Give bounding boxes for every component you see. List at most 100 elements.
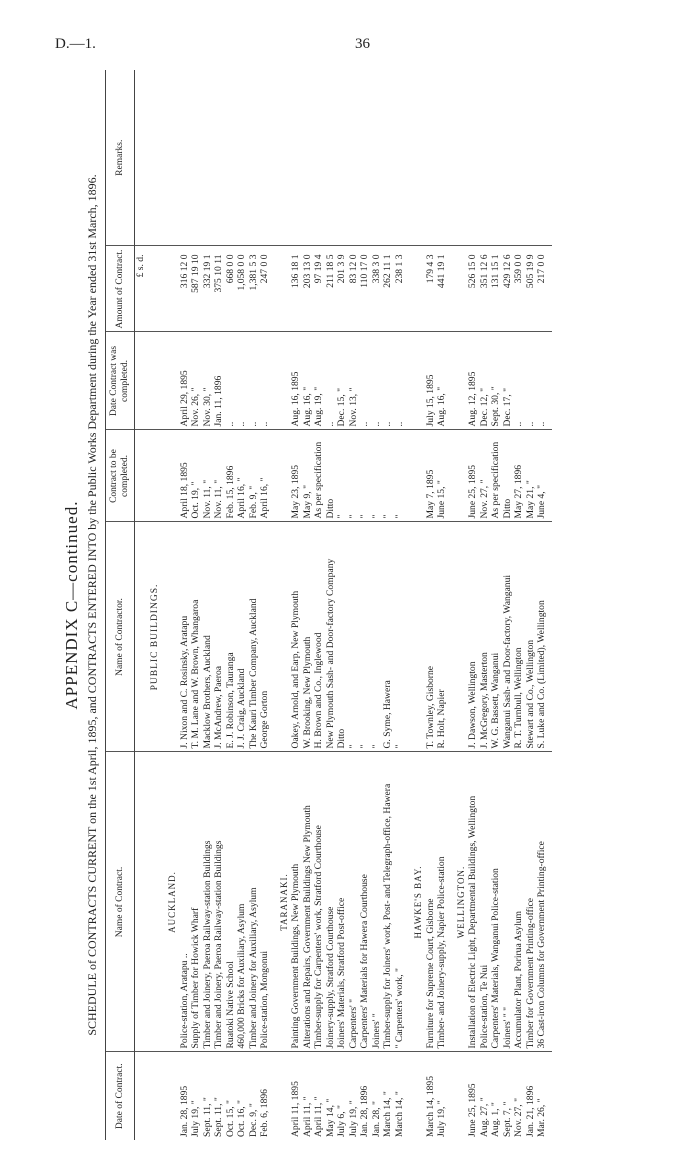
contract-cell: Supply of Timber for Howick Wharf xyxy=(190,752,202,1052)
rotated-content: APPENDIX C—continued. SCHEDULE of CONTRA… xyxy=(62,70,677,1140)
date-cell: Aug. 27, " xyxy=(478,1097,490,1137)
due-cell: April 16, " xyxy=(236,430,248,522)
due-cell: May 23, 1895 xyxy=(290,430,302,522)
contract-cell: 460,000 Bricks for Auxiliary, Asylum xyxy=(236,752,248,1052)
contractor-cell: G. Syme, Hawera xyxy=(382,522,394,752)
contract-cell: Timber for Government Printing-office xyxy=(524,752,536,1052)
contract-cell: Police-station, Mongonui xyxy=(259,752,275,1052)
group-row: WELLINGTON. xyxy=(451,70,467,1140)
amount-cell: 1,058 0 0 xyxy=(236,246,248,332)
contractor-cell: " xyxy=(359,522,371,752)
contractor-cell: " xyxy=(370,522,382,752)
cell xyxy=(324,70,336,246)
cell xyxy=(178,70,190,246)
cell xyxy=(274,332,290,430)
date-cell: Dec. 9, " xyxy=(247,1103,259,1137)
amount-cell: 217 0 0 xyxy=(536,246,552,332)
completed-cell: .. xyxy=(524,332,536,430)
completed-cell: .. xyxy=(359,332,371,430)
contractor-cell: J. J. Craig, Auckland xyxy=(236,522,248,752)
cell xyxy=(274,430,290,522)
group-title: TARANAKI. xyxy=(274,752,290,1052)
amount-cell: 97 19 4 xyxy=(313,246,325,332)
due-cell: April 18, 1895 xyxy=(178,430,190,522)
table-row: Dec. 9, " Timber and Joinery for Auxiliar… xyxy=(247,70,259,1140)
cell xyxy=(359,70,371,246)
cell xyxy=(436,70,452,246)
date-cell: May 14, " xyxy=(324,1098,336,1137)
table-row: Jan. 28, " Joiners' " " ".. 338 3 0 xyxy=(370,70,382,1140)
table-row: July 19, " Supply of Timber for Howick Wh… xyxy=(190,70,202,1140)
cell xyxy=(146,752,163,1052)
contract-cell: Joiners' Materials, Stratford Post-offic… xyxy=(336,752,348,1052)
completed-cell: April 29, 1895 xyxy=(178,332,190,430)
cell xyxy=(275,1052,291,1140)
amount-cell: 247 0 0 xyxy=(259,246,275,332)
completed-cell: .. xyxy=(324,332,336,430)
cell xyxy=(224,70,236,246)
due-cell: Ditto xyxy=(501,430,513,522)
date-cell: Sept. 11, " xyxy=(213,1097,224,1137)
cell xyxy=(313,70,325,246)
due-cell: " xyxy=(336,430,348,522)
completed-cell: Aug. 16, 1895 xyxy=(290,332,302,430)
amount-cell: 359 0 0 xyxy=(513,246,525,332)
cell xyxy=(134,70,147,246)
contractor-cell: T. M. Lane and W. Brown, Whangaroa xyxy=(190,522,202,752)
amount-cell: 668 0 0 xyxy=(224,246,236,332)
completed-cell: July 15, 1895 xyxy=(424,332,436,430)
contractor-cell: Ditto xyxy=(336,522,348,752)
cell xyxy=(163,70,179,246)
amount-cell: 201 3 9 xyxy=(336,246,348,332)
contract-cell: Timber-supply for Carpenters' work, Stra… xyxy=(313,752,325,1052)
amount-units: £ s. d. xyxy=(134,246,147,332)
cell xyxy=(163,246,179,332)
cell xyxy=(163,522,179,752)
date-cell: March 14, 1895 xyxy=(424,1075,436,1137)
amount-cell: 587 19 10 xyxy=(190,246,202,332)
table-row: Oct. 15, " Ruatoki Native School E. J. Rob… xyxy=(224,70,236,1140)
amount-cell: 83 12 0 xyxy=(347,246,359,332)
completed-cell: Dec. 15, " xyxy=(336,332,348,430)
completed-cell: Nov. 13, " xyxy=(347,332,359,430)
column-header: Name of Contract. xyxy=(105,752,135,1052)
column-header: Amount of Contract. xyxy=(105,246,135,332)
table-row: March 14, " " Carpenters' work, " " ".. 238 … xyxy=(393,70,409,1140)
completed-cell: .. xyxy=(247,332,259,430)
column-header: Date of Contract. xyxy=(105,1052,135,1140)
column-header: Remarks. xyxy=(105,70,135,246)
section-row: PUBLIC BUILDINGS. xyxy=(146,70,163,1140)
amount-cell: 203 13 0 xyxy=(301,246,313,332)
amount-cell: 179 4 3 xyxy=(424,246,436,332)
column-header: Contract to be completed. xyxy=(105,430,135,522)
due-cell: June 15, " xyxy=(436,430,452,522)
contractor-cell: J. McAndrew, Paeroa xyxy=(213,522,225,752)
cell xyxy=(336,70,348,246)
date-cell: Aug. 1, " xyxy=(490,1102,501,1137)
cell xyxy=(409,1052,425,1140)
due-cell: May 21, " xyxy=(524,430,536,522)
due-cell: Nov. 11, " xyxy=(213,430,225,522)
date-cell: June 25, 1895 xyxy=(467,1083,478,1137)
contract-cell: Ruatoki Native School xyxy=(224,752,236,1052)
table-row: Sept. 7, " Joiners' " " Wanganui Sash- and… xyxy=(501,70,513,1140)
table-row: Jan. 28, 1895 Police-station, Aratapu .. J… xyxy=(178,70,190,1140)
completed-cell: .. xyxy=(259,332,275,430)
date-cell: Sept. 7, " xyxy=(501,1101,513,1137)
contract-cell: Carpenters' Materials, Wanganui Police-s… xyxy=(490,752,502,1052)
amount-cell: 238 1 3 xyxy=(393,246,409,332)
completed-cell: .. xyxy=(393,332,409,430)
cell xyxy=(146,70,163,246)
cell xyxy=(163,430,179,522)
cell xyxy=(501,70,513,246)
completed-cell: Nov. 26, " xyxy=(190,332,202,430)
amount-cell: 505 19 9 xyxy=(524,246,536,332)
due-cell: May 27, 1896 xyxy=(513,430,525,522)
contract-cell: Timber and Joinery for Auxiliary, Asylum xyxy=(247,752,259,1052)
title: APPENDIX C—continued. xyxy=(62,500,81,710)
completed-cell: .. xyxy=(536,332,552,430)
completed-cell: Nov. 30, " xyxy=(201,332,213,430)
contractor-cell: " xyxy=(393,522,409,752)
contract-cell: Police-station, Te Nui xyxy=(478,752,490,1052)
cell xyxy=(370,70,382,246)
